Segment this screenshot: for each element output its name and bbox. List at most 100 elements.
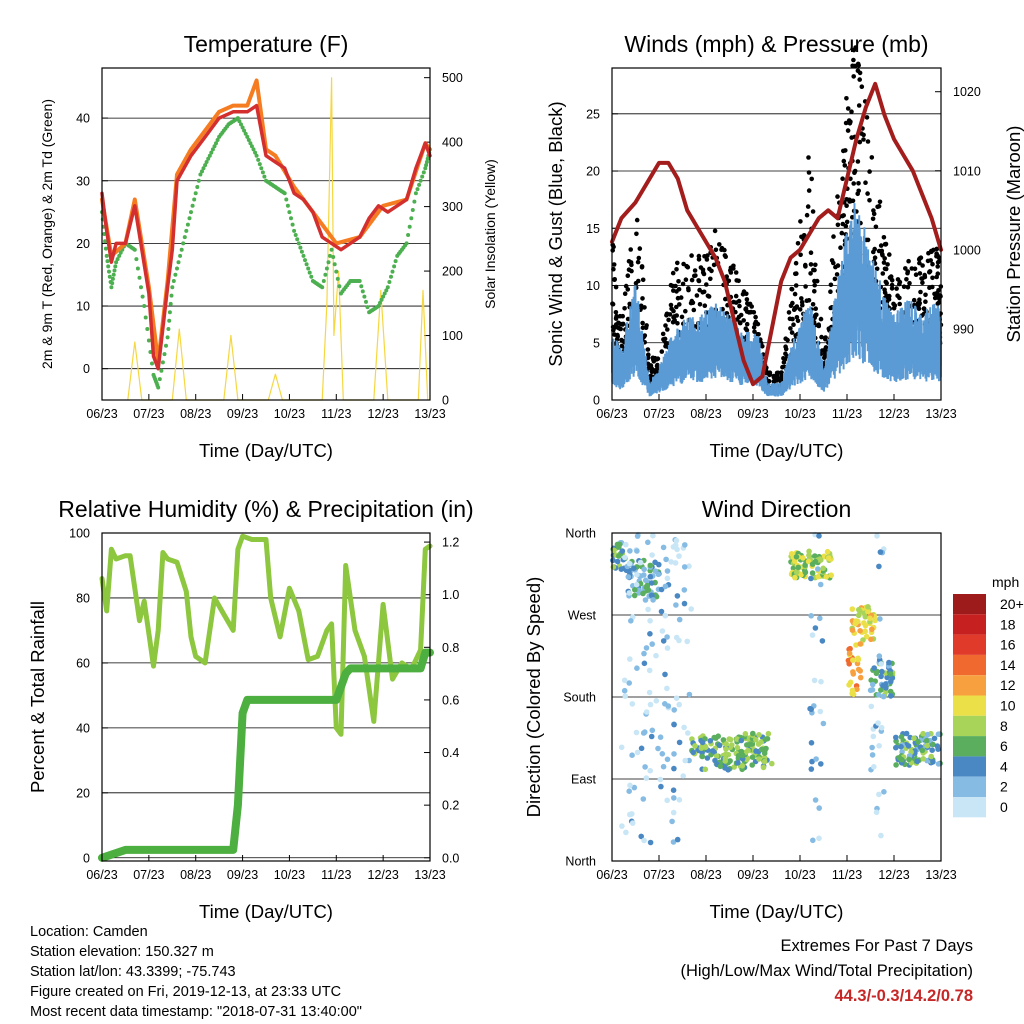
- gust-point: [637, 246, 643, 251]
- direction-point: [646, 689, 653, 696]
- gust-point: [843, 148, 848, 153]
- direction-point: [649, 552, 655, 558]
- gust-point: [612, 277, 617, 283]
- direction-point: [716, 742, 723, 748]
- gust-point: [741, 318, 746, 323]
- dewpoint-point: [198, 172, 203, 177]
- direction-point: [747, 741, 754, 747]
- gust-point: [723, 296, 728, 302]
- direction-point: [849, 627, 856, 633]
- direction-point: [643, 709, 650, 715]
- direction-point: [862, 622, 869, 629]
- direction-point: [738, 748, 745, 755]
- direction-point: [919, 747, 926, 754]
- direction-point: [699, 739, 706, 746]
- gust-point: [645, 355, 651, 361]
- dewpoint-point: [331, 255, 336, 259]
- legend-label: 12: [1000, 677, 1016, 693]
- direction-point: [623, 829, 629, 836]
- dewpoint-point: [109, 285, 114, 290]
- gust-point: [847, 199, 852, 204]
- x-tick-label: 07/23: [133, 407, 164, 421]
- gust-point: [689, 253, 694, 258]
- gust-point: [882, 256, 887, 261]
- direction-point: [920, 730, 926, 737]
- x-tick-label: 07/23: [133, 868, 164, 882]
- direction-point: [647, 618, 653, 624]
- direction-point: [637, 559, 644, 566]
- gust-point: [689, 277, 695, 283]
- direction-point: [869, 752, 876, 758]
- gust-point: [625, 273, 631, 279]
- gust-point: [620, 313, 625, 319]
- direction-point: [846, 682, 852, 688]
- gust-point: [627, 301, 632, 307]
- direction-point: [802, 569, 809, 576]
- gust-point: [746, 302, 751, 307]
- x-tick-label: 13/23: [414, 868, 445, 882]
- y2-tick-label: 1.2: [442, 536, 459, 550]
- y-tick-label: 40: [76, 112, 90, 126]
- direction-point: [805, 558, 812, 565]
- dewpoint-point: [404, 241, 409, 246]
- direction-point: [660, 763, 667, 770]
- direction-point: [816, 805, 822, 811]
- direction-point: [888, 678, 894, 685]
- dewpoint-point: [249, 144, 254, 149]
- dewpoint-point: [332, 262, 337, 267]
- direction-point: [734, 744, 741, 751]
- gust-point: [704, 257, 710, 262]
- direction-point: [641, 566, 647, 573]
- y-tick-label: 40: [76, 721, 90, 735]
- direction-point: [658, 783, 664, 790]
- gust-point: [880, 271, 886, 276]
- gust-point: [619, 337, 624, 343]
- gust-point: [934, 246, 940, 252]
- direction-point: [645, 606, 651, 613]
- gust-point: [793, 260, 799, 266]
- direction-point: [812, 553, 818, 559]
- gust-point: [645, 347, 651, 352]
- direction-point: [816, 533, 822, 539]
- direction-point: [642, 764, 648, 770]
- direction-point: [788, 551, 795, 557]
- dewpoint-point: [165, 335, 170, 340]
- gust-point: [736, 278, 741, 284]
- gust-point: [841, 213, 846, 218]
- gust-point: [806, 170, 812, 175]
- direction-point: [664, 685, 670, 692]
- gust-point: [885, 262, 890, 267]
- direction-point: [662, 671, 668, 678]
- direction-point: [670, 809, 677, 816]
- direction-point: [686, 757, 692, 764]
- panel-2: Winds (mph) & Pressure (mb) 06/23 07/23 08/…: [545, 31, 1024, 461]
- gust-point: [694, 293, 700, 298]
- dewpoint-point: [203, 163, 208, 168]
- direction-point: [857, 608, 863, 615]
- gust-point: [788, 303, 794, 309]
- gust-point: [806, 188, 812, 193]
- gust-point: [675, 295, 681, 301]
- gust-point: [794, 315, 800, 320]
- gust-point: [795, 241, 801, 246]
- direction-point: [811, 677, 818, 684]
- direction-point: [765, 730, 772, 737]
- y2-tick-label: 100: [442, 329, 463, 343]
- dewpoint-point: [235, 116, 240, 121]
- gust-point: [804, 212, 810, 218]
- gust-point: [636, 255, 642, 261]
- dewpoint-point: [214, 141, 218, 146]
- direction-point: [641, 837, 647, 844]
- direction-point: [692, 743, 698, 749]
- direction-point: [685, 730, 691, 736]
- direction-point: [676, 797, 683, 803]
- gust-point: [622, 306, 627, 311]
- dewpoint-point: [169, 293, 174, 298]
- y2-tick-label: 1020: [953, 85, 981, 99]
- gust-point: [683, 308, 688, 314]
- direction-point: [817, 615, 823, 622]
- gust-point: [853, 45, 858, 50]
- legend-swatch: [953, 594, 986, 615]
- gust-point: [930, 261, 935, 267]
